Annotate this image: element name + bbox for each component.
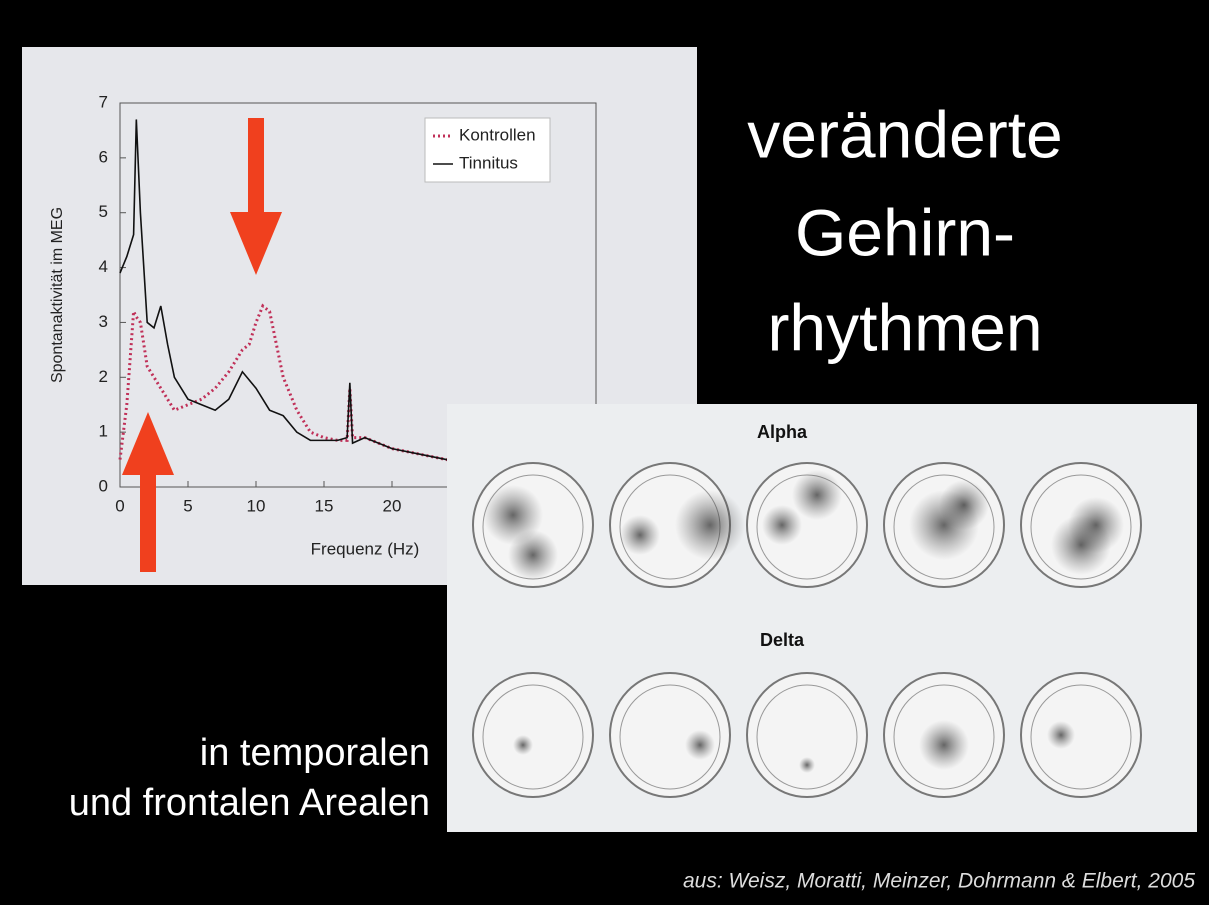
chart: 0 1 2 3 4 5 6 7 0 5 10 15 20 Frequenz (Hz) Spontanakti… — [49, 92, 597, 558]
head-outline — [1020, 672, 1142, 798]
head-maps — [472, 462, 1142, 798]
y-tick-label: 5 — [99, 202, 108, 221]
y-tick-label: 2 — [99, 367, 108, 386]
citation: aus: Weisz, Moratti, Meinzer, Dohrmann &… — [683, 870, 1195, 893]
head-inner — [1030, 474, 1132, 580]
arrow-up — [122, 412, 174, 572]
activation — [919, 720, 969, 770]
y-tick-label: 4 — [99, 257, 108, 276]
head-inner — [893, 474, 995, 580]
activation — [513, 735, 533, 755]
head-inner — [482, 684, 584, 790]
activation — [1051, 515, 1111, 575]
x-tick-label: 20 — [383, 496, 402, 515]
head-outline — [609, 672, 731, 798]
arrows — [122, 118, 282, 572]
y-tick-label: 3 — [99, 312, 108, 331]
activation — [675, 490, 745, 560]
head-outline — [472, 672, 594, 798]
arrow-down — [230, 118, 282, 275]
activation — [685, 730, 715, 760]
slide-subtitle: in temporalen — [200, 732, 430, 774]
x-axis-label: Frequenz (Hz) — [311, 539, 420, 558]
legend-label: Tinnitus — [459, 153, 518, 172]
head-inner — [619, 684, 721, 790]
y-tick-label: 0 — [99, 476, 108, 495]
head-inner — [1030, 684, 1132, 790]
series-line — [118, 303, 474, 467]
y-tick-label: 7 — [99, 92, 108, 111]
legend-box — [424, 117, 551, 183]
y-tick-label: 6 — [99, 147, 108, 166]
activation — [508, 530, 558, 580]
legend-label: Kontrollen — [459, 125, 536, 144]
figure-label: Delta — [760, 630, 805, 650]
y-tick-label: 1 — [99, 422, 108, 441]
figure-label: Alpha — [757, 422, 808, 442]
head-inner — [756, 684, 858, 790]
activation — [620, 515, 660, 555]
activation — [762, 505, 802, 545]
activation — [799, 757, 815, 773]
x-tick-label: 0 — [115, 496, 124, 515]
head-inner — [893, 684, 995, 790]
activation — [1047, 721, 1075, 749]
y-axis-label: Spontanaktivität im MEG — [49, 207, 66, 383]
slide-title: veränderte — [747, 97, 1063, 171]
activation — [483, 485, 543, 545]
activation — [939, 480, 989, 530]
x-tick-label: 15 — [315, 496, 334, 515]
slide-subtitle: und frontalen Arealen — [69, 782, 430, 824]
plot-area — [119, 102, 597, 488]
slide-title: rhythmen — [767, 290, 1042, 364]
activation — [792, 470, 842, 520]
series-line — [119, 119, 474, 466]
head-outline — [746, 672, 868, 798]
slide-title: Gehirn- — [795, 195, 1015, 269]
x-tick-label: 10 — [247, 496, 266, 515]
x-tick-label: 5 — [183, 496, 192, 515]
